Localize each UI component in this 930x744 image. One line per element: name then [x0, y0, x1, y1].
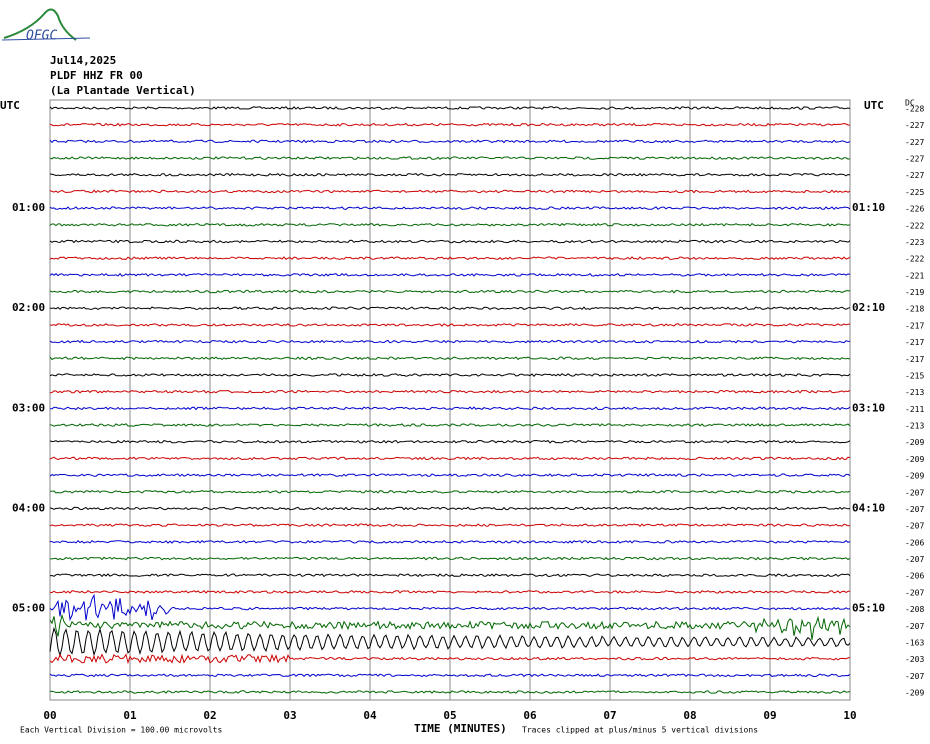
right-utc: UTC [864, 99, 884, 112]
dc-value: -213 [905, 422, 924, 431]
left-utc: UTC [0, 99, 20, 112]
dc-value: -207 [905, 522, 924, 531]
x-tick-label: 03 [283, 709, 296, 722]
hour-label-right: 05:10 [852, 602, 885, 615]
helicorder: OFGC Jul14,2025 PLDF HHZ FR 00 (La Plant… [0, 0, 930, 744]
hour-label-left: 04:00 [12, 501, 45, 514]
footer-right: Traces clipped at plus/minus 5 vertical … [522, 726, 758, 735]
footer-left: Each Vertical Division = 100.00 microvol… [20, 726, 222, 735]
hour-label-right: 02:10 [852, 301, 885, 314]
logo-text: OFGC [26, 29, 57, 44]
dc-value: -227 [905, 155, 924, 164]
dc-value: -222 [905, 221, 924, 230]
dc-value: -215 [905, 371, 924, 380]
dc-value: -217 [905, 321, 924, 330]
dc-value: -222 [905, 255, 924, 264]
hour-label-left: 03:00 [12, 401, 45, 414]
dc-value: -227 [905, 171, 924, 180]
dc-value: -207 [905, 588, 924, 597]
date: Jul14,2025 [50, 54, 116, 67]
dc-value: -206 [905, 572, 924, 581]
dc-value: -228 [905, 105, 924, 114]
dc-value: -163 [905, 638, 924, 647]
x-tick-label: 06 [523, 709, 537, 722]
hour-label-right: 03:10 [852, 401, 885, 414]
dc-value: -225 [905, 188, 924, 197]
dc-value: -206 [905, 538, 924, 547]
dc-value: -207 [905, 622, 924, 631]
x-tick-label: 05 [443, 709, 456, 722]
hour-label-left: 02:00 [12, 301, 45, 314]
dc-value: -209 [905, 438, 924, 447]
dc-value: -227 [905, 138, 924, 147]
dc-value: -209 [905, 472, 924, 481]
x-tick-label: 04 [363, 709, 377, 722]
hour-label-right: 01:10 [852, 201, 885, 214]
x-tick-label: 07 [603, 709, 616, 722]
x-tick-label: 09 [763, 709, 776, 722]
dc-value: -226 [905, 205, 924, 214]
x-tick-label: 10 [843, 709, 856, 722]
dc-value: -219 [905, 288, 924, 297]
location: (La Plantade Vertical) [50, 84, 196, 97]
dc-value: -203 [905, 655, 924, 664]
hour-label-right: 04:10 [852, 501, 885, 514]
dc-value: -213 [905, 388, 924, 397]
dc-value: -208 [905, 605, 924, 614]
dc-value: -223 [905, 238, 924, 247]
x-tick-label: 02 [203, 709, 216, 722]
station: PLDF HHZ FR 00 [50, 69, 143, 82]
dc-value: -207 [905, 672, 924, 681]
dc-value: -218 [905, 305, 924, 314]
hour-label-left: 05:00 [12, 602, 45, 615]
hour-label-left: 01:00 [12, 201, 45, 214]
dc-value: -221 [905, 271, 924, 280]
dc-value: -207 [905, 555, 924, 564]
dc-value: -207 [905, 505, 924, 514]
x-tick-label: 08 [683, 709, 696, 722]
x-tick-label: 01 [123, 709, 137, 722]
x-label: TIME (MINUTES) [414, 722, 507, 735]
dc-value: -207 [905, 488, 924, 497]
dc-value: -209 [905, 689, 924, 698]
dc-value: -227 [905, 121, 924, 130]
x-tick-label: 00 [43, 709, 56, 722]
dc-value: -217 [905, 355, 924, 364]
dc-value: -211 [905, 405, 924, 414]
dc-value: -209 [905, 455, 924, 464]
dc-value: -217 [905, 338, 924, 347]
